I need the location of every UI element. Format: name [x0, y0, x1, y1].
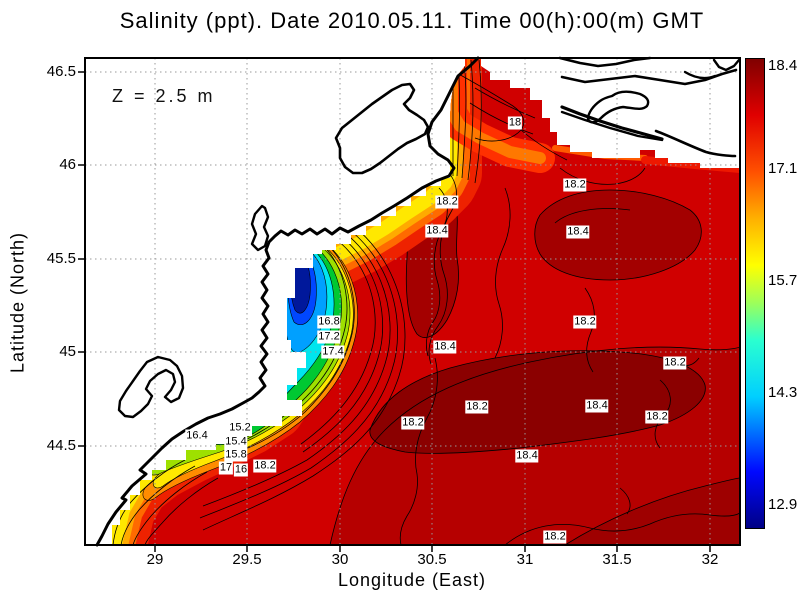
- y-tick-label: 46.5: [46, 63, 76, 80]
- chart-title: Salinity (ppt). Date 2010.05.11. Time 00…: [119, 8, 705, 33]
- contour-label: 15.2: [228, 421, 252, 435]
- colorbar-tick-label: 17.1: [768, 160, 798, 177]
- sea-field: [112, 58, 740, 545]
- x-tick-label: 30.5: [417, 551, 447, 568]
- y-tick-label: 46: [59, 156, 76, 173]
- contour-label: 18.4: [585, 399, 609, 413]
- x-tick-label: 31: [516, 551, 534, 568]
- y-tick-label: 45.5: [46, 250, 76, 267]
- map-plot-area: Z = 2.5 m 18 18.2 18.4 18.2 18.4 18.2 18.2 18.4…: [78, 56, 741, 552]
- colorbar-tick-label: 18.4: [768, 57, 798, 74]
- contour-label: 18.2: [435, 195, 459, 209]
- y-tick-label: 44.5: [46, 437, 76, 454]
- contour-label: 18.2: [253, 459, 277, 473]
- contour-label: 18.4: [566, 225, 590, 239]
- gridlines: [85, 58, 740, 545]
- colorbar-tick-label: 15.7: [768, 272, 798, 289]
- x-tick-label: 29.5: [232, 551, 262, 568]
- danube-plume-fan: [142, 227, 358, 501]
- x-tick-label: 30: [331, 551, 349, 568]
- y-tick-label: 45: [59, 343, 76, 360]
- x-tick-label: 32: [701, 551, 719, 568]
- contour-label: 16.8: [317, 315, 341, 329]
- contour-label: 18.2: [573, 315, 597, 329]
- axis-tick-marks: [78, 71, 711, 552]
- contour-lines: [112, 59, 740, 545]
- contour-label: 16: [233, 463, 249, 477]
- x-tick-label: 29: [146, 551, 164, 568]
- x-axis-label: Longitude (East): [337, 570, 487, 590]
- contour-label: 18.2: [563, 178, 587, 192]
- contour-label: 18: [507, 116, 523, 130]
- x-tick-label: 31.5: [602, 551, 632, 568]
- contour-map-canvas: [78, 56, 741, 552]
- colorbar-tick-label: 12.9: [768, 496, 798, 513]
- depth-annotation: Z = 2.5 m: [112, 86, 216, 106]
- contour-label: 18.2: [543, 530, 567, 544]
- contour-label: 17.4: [321, 345, 345, 359]
- plot-frame: [84, 57, 741, 546]
- contour-label: 18.4: [515, 449, 539, 463]
- contour-label: 18.2: [645, 410, 669, 424]
- contour-label: 17: [218, 461, 234, 475]
- coastline: [95, 56, 741, 547]
- contour-label: 18.2: [465, 400, 489, 414]
- contour-label: 18.2: [663, 356, 687, 370]
- colorbar-tick-label: 14.3: [768, 384, 798, 401]
- contour-label: 15.8: [224, 448, 248, 462]
- colorbar: [745, 58, 765, 529]
- contour-label: 15.4: [224, 435, 248, 449]
- contour-label: 17.2: [317, 330, 341, 344]
- contour-label: 16.4: [185, 429, 209, 443]
- y-axis-label: Latitude (North): [7, 231, 28, 374]
- contour-label: 18.4: [433, 340, 457, 354]
- contour-label: 18.4: [425, 224, 449, 238]
- contour-label: 18.2: [401, 416, 425, 430]
